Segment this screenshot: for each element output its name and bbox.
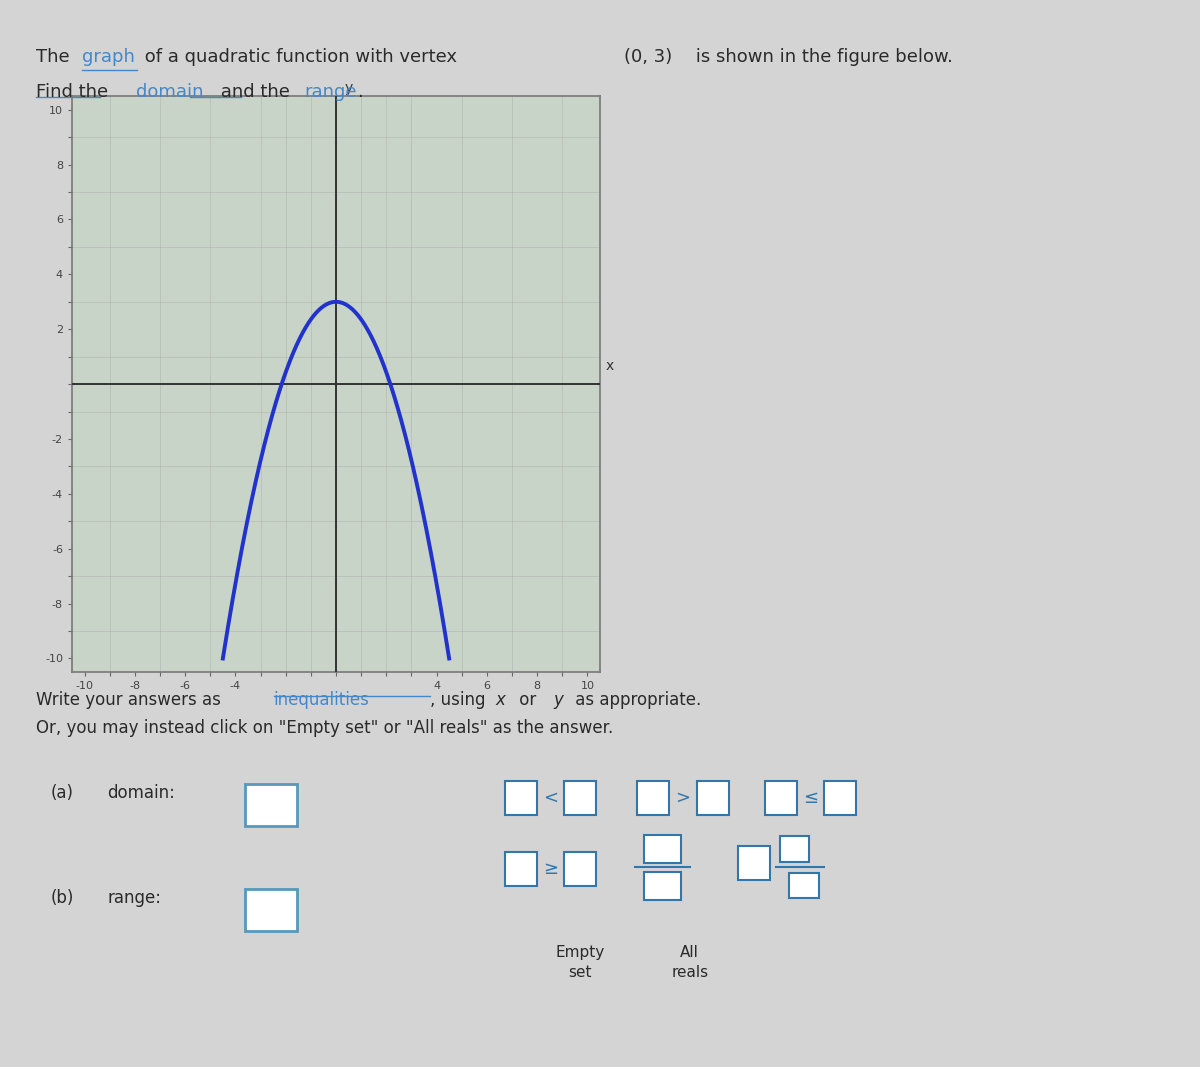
FancyBboxPatch shape <box>780 837 810 862</box>
Text: or: or <box>514 691 541 710</box>
FancyBboxPatch shape <box>766 781 797 815</box>
FancyBboxPatch shape <box>245 889 298 931</box>
Text: (a): (a) <box>50 784 74 802</box>
Text: as appropriate.: as appropriate. <box>570 691 701 710</box>
Text: (b): (b) <box>50 889 74 907</box>
FancyBboxPatch shape <box>788 873 818 898</box>
FancyBboxPatch shape <box>505 781 538 815</box>
Text: The: The <box>36 48 76 66</box>
Text: , using: , using <box>430 691 491 710</box>
Text: (0, 3): (0, 3) <box>624 48 672 66</box>
Text: and the: and the <box>215 83 295 101</box>
FancyBboxPatch shape <box>824 781 857 815</box>
FancyBboxPatch shape <box>738 846 769 880</box>
Text: x: x <box>496 691 505 710</box>
Text: graph: graph <box>82 48 134 66</box>
FancyBboxPatch shape <box>245 784 298 826</box>
FancyBboxPatch shape <box>564 781 596 815</box>
Text: x: x <box>606 360 614 373</box>
FancyBboxPatch shape <box>644 834 680 863</box>
Text: inequalities: inequalities <box>274 691 370 710</box>
Text: ≤: ≤ <box>803 790 818 807</box>
Text: range: range <box>305 83 358 101</box>
Text: y: y <box>553 691 563 710</box>
Text: ≥: ≥ <box>544 860 558 878</box>
Text: Empty
set: Empty set <box>556 944 605 980</box>
Text: <: < <box>544 790 558 807</box>
Text: .: . <box>358 83 364 101</box>
FancyBboxPatch shape <box>644 872 680 899</box>
Text: Or, you may instead click on "Empty set" or "All reals" as the answer.: Or, you may instead click on "Empty set"… <box>36 719 613 737</box>
FancyBboxPatch shape <box>637 781 670 815</box>
FancyBboxPatch shape <box>696 781 728 815</box>
Text: All
reals: All reals <box>671 944 708 980</box>
Text: of a quadratic function with vertex: of a quadratic function with vertex <box>139 48 463 66</box>
Text: is shown in the figure below.: is shown in the figure below. <box>690 48 953 66</box>
Text: Find the: Find the <box>36 83 114 101</box>
Text: y: y <box>344 81 353 95</box>
Text: Write your answers as: Write your answers as <box>36 691 226 710</box>
FancyBboxPatch shape <box>505 851 538 886</box>
Text: domain: domain <box>136 83 203 101</box>
Text: >: > <box>676 790 690 807</box>
Text: domain:: domain: <box>107 784 175 802</box>
FancyBboxPatch shape <box>564 851 596 886</box>
Text: range:: range: <box>107 889 161 907</box>
